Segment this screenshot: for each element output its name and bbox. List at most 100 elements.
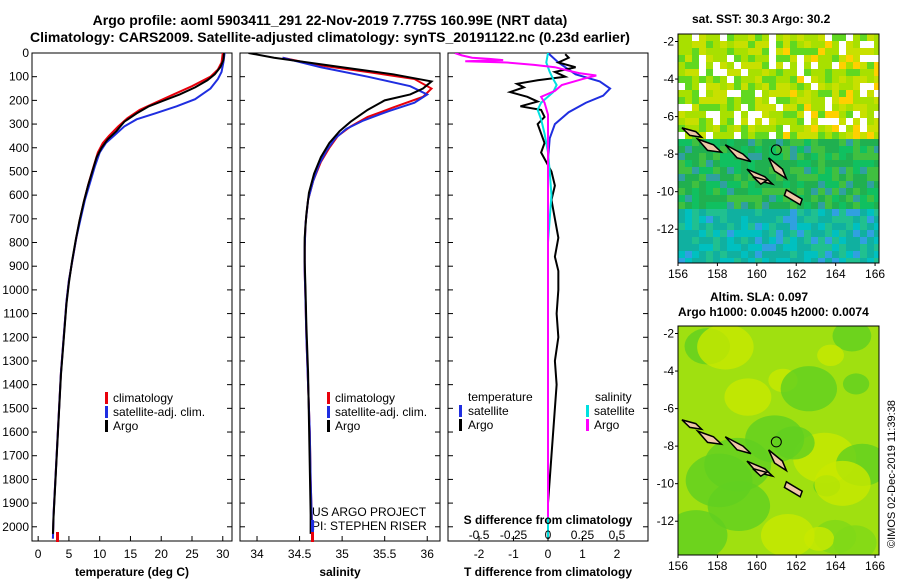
map-cell: [762, 139, 769, 146]
map-cell: [769, 174, 776, 181]
map-cell: [678, 90, 685, 97]
map-cell: [734, 146, 741, 153]
map-cell: [811, 188, 818, 195]
map-cell: [706, 139, 713, 146]
map-cell: [762, 188, 769, 195]
map-cell: [797, 209, 804, 216]
map-cell: [846, 132, 853, 139]
map-cell: [853, 55, 860, 62]
map-cell: [748, 118, 755, 125]
map-cell: [853, 195, 860, 202]
map-cell: [825, 188, 832, 195]
map-cell: [685, 48, 692, 55]
map-cell: [748, 69, 755, 76]
map-cell: [825, 76, 832, 83]
map-cell: [776, 48, 783, 55]
map-cell: [776, 90, 783, 97]
map-cell: [769, 90, 776, 97]
map-y-tick-label: -4: [663, 72, 674, 86]
map-cell: [685, 97, 692, 104]
map-cell: [839, 55, 846, 62]
map-cell: [769, 230, 776, 237]
map-cell: [706, 174, 713, 181]
map-cell: [818, 216, 825, 223]
map-cell: [846, 195, 853, 202]
y-tick-label: 1100: [3, 307, 29, 321]
map-cell: [846, 34, 853, 41]
map-cell: [678, 104, 685, 111]
island: [695, 429, 724, 446]
map-cell: [748, 90, 755, 97]
legend-group-title: salinity: [595, 390, 632, 404]
map-cell: [685, 69, 692, 76]
map-cell: [748, 55, 755, 62]
map-cell: [846, 41, 853, 48]
map-cell: [860, 153, 867, 160]
map-cell: [755, 216, 762, 223]
map-cell: [839, 230, 846, 237]
map-cell: [699, 237, 706, 244]
map-cell: [783, 181, 790, 188]
map-cell: [783, 34, 790, 41]
map-cell: [860, 90, 867, 97]
legend-label: climatology: [113, 391, 173, 405]
map-cell: [727, 216, 734, 223]
map-cell: [762, 34, 769, 41]
map-cell: [839, 118, 846, 125]
map-cell: [734, 118, 741, 125]
y-tick-label: 1300: [2, 354, 29, 368]
map-cell: [727, 97, 734, 104]
map-cell: [692, 237, 699, 244]
map-cell: [846, 167, 853, 174]
map-cell: [678, 167, 685, 174]
map-x-tick-label: 164: [826, 267, 846, 281]
map-cell: [783, 83, 790, 90]
map-cell: [720, 62, 727, 69]
island: [752, 467, 769, 478]
map-cell: [839, 202, 846, 209]
y-tick-label: 700: [9, 212, 29, 226]
map-cell: [769, 223, 776, 230]
x-tick-label: 34.5: [288, 547, 312, 561]
sla-blob: [745, 415, 805, 463]
map-cell: [874, 111, 879, 118]
map-cell: [748, 188, 755, 195]
map-cell: [839, 237, 846, 244]
map-cell: [776, 69, 783, 76]
map-cell: [783, 139, 790, 146]
map-cell: [685, 244, 692, 251]
map-cell: [720, 104, 727, 111]
y-tick-label: 1200: [2, 330, 29, 344]
island: [752, 175, 769, 186]
map-cell: [685, 55, 692, 62]
map-cell: [853, 90, 860, 97]
map-cell: [741, 83, 748, 90]
map-cell: [811, 160, 818, 167]
map-cell: [741, 160, 748, 167]
map-cell: [720, 244, 727, 251]
map-cell: [860, 195, 867, 202]
figure-title-line1: Argo profile: aoml 5903411_291 22-Nov-20…: [92, 12, 568, 28]
map-cell: [797, 111, 804, 118]
map-cell: [846, 230, 853, 237]
map-cell: [692, 160, 699, 167]
legend-swatch: [459, 405, 462, 417]
map-cell: [685, 160, 692, 167]
map-cell: [839, 216, 846, 223]
map-cell: [783, 146, 790, 153]
map-cell: [734, 69, 741, 76]
map-cell: [867, 223, 874, 230]
map-cell: [853, 97, 860, 104]
map-cell: [713, 125, 720, 132]
map-cell: [853, 251, 860, 258]
map-cell: [706, 244, 713, 251]
map-cell: [839, 160, 846, 167]
map-cell: [776, 195, 783, 202]
map-cell: [790, 62, 797, 69]
map-cell: [839, 62, 846, 69]
y-tick-label: 1700: [2, 449, 29, 463]
map-cell: [734, 111, 741, 118]
map-cell: [811, 118, 818, 125]
map-cell: [769, 48, 776, 55]
map-cell: [748, 258, 755, 263]
